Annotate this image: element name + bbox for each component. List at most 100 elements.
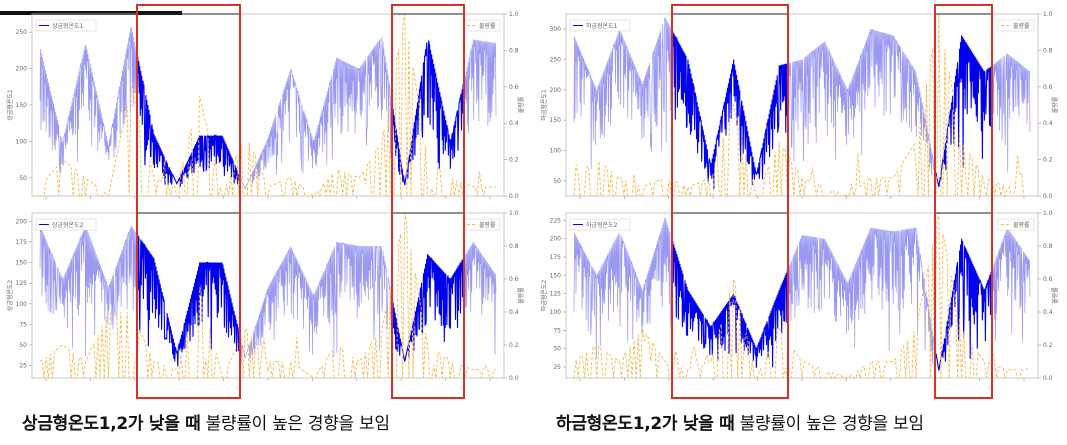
ytick-label-f0p0-4: 250 (16, 29, 28, 36)
ytick-right-label-f1p1-0: 0.0 (1043, 375, 1053, 382)
ytick-right-label-f1p1-3: 0.6 (1043, 276, 1053, 283)
ytick-label-f1p0-1: 100 (550, 148, 562, 155)
ytick-right-label-f0p0-4: 0.8 (509, 47, 519, 54)
temp-series-f0p1-seg1 (136, 234, 241, 367)
legend-right-label-f1p1: 불량률 (1013, 222, 1030, 229)
temp-series-f1p1-seg1 (671, 241, 789, 368)
caption-upper: 상금형온도1,2가 낮을 때 불량률이 높은 경향을 보임 (22, 409, 390, 434)
ytick-right-label-f0p1-5: 1.0 (509, 210, 519, 217)
ytick-label-f0p1-3: 100 (16, 301, 28, 308)
legend-left-label-f1p0: 하금형온도1 (586, 22, 618, 30)
ytick-right-label-f0p0-1: 0.2 (509, 157, 519, 164)
rate-series-f1p1 (573, 212, 1031, 380)
legend-left-label-f0p1: 상금형온도2 (52, 221, 84, 229)
ytick-label-f0p1-7: 200 (16, 218, 28, 225)
ytick-label-f1p1-5: 150 (550, 272, 562, 279)
highlight-box-lower-a (671, 4, 789, 399)
temp-series-f0p1-seg2 (239, 241, 393, 364)
ytick-label-f0p1-4: 125 (16, 280, 28, 287)
temp-series-f0p1-seg0 (39, 226, 138, 357)
caption-lower-bold: 하금형온도1,2가 낮을 때 (556, 414, 735, 434)
ytick-label-f1p0-3: 200 (550, 87, 562, 94)
highlight-box-upper-b (391, 4, 465, 399)
ytick-label-f0p0-1: 100 (16, 138, 28, 145)
ytick-right-label-f1p0-2: 0.4 (1043, 120, 1053, 127)
temp-series-f0p1-seg3 (391, 254, 465, 362)
ylabel-right-f1p0: 불량률 (1052, 96, 1059, 113)
ytick-label-f1p1-4: 125 (550, 291, 562, 298)
temp-series-f1p1-seg0 (573, 218, 673, 359)
ytick-right-label-f1p0-5: 1.0 (1043, 11, 1053, 18)
temp-series-f0p0-seg1 (136, 56, 241, 187)
ytick-right-label-f1p0-1: 0.2 (1043, 157, 1053, 164)
ytick-label-f1p1-3: 100 (550, 309, 562, 316)
ytick-right-label-f1p1-1: 0.2 (1043, 342, 1053, 349)
legend-left-box-f0p0 (35, 19, 97, 32)
temp-series-f0p0-seg4 (463, 39, 497, 134)
ytick-label-f1p1-1: 50 (553, 346, 561, 353)
legend-right-label-f0p0: 불량률 (479, 23, 496, 30)
rate-series-f1p0 (573, 13, 1030, 198)
ytick-label-f0p0-0: 50 (19, 175, 27, 182)
ytick-label-f0p0-3: 200 (16, 66, 28, 73)
ytick-right-label-f1p1-4: 0.8 (1043, 243, 1053, 250)
caption-upper-bold: 상금형온도1,2가 낮을 때 (22, 414, 201, 434)
legend-left-box-f1p0 (569, 19, 631, 32)
ytick-right-label-f1p0-3: 0.6 (1043, 84, 1053, 91)
ytick-label-f1p0-4: 250 (550, 57, 562, 64)
ytick-right-label-f0p1-0: 0.0 (509, 375, 519, 382)
ylabel-left-f1p0: 하금형온도1 (540, 89, 548, 121)
ytick-right-label-f0p1-4: 0.8 (509, 243, 519, 250)
ytick-right-label-f1p0-0: 0.0 (1043, 193, 1053, 200)
legend-right-label-f1p0: 불량률 (1013, 23, 1030, 30)
ytick-right-label-f0p0-3: 0.6 (509, 84, 519, 91)
ytick-label-f1p1-0: 25 (553, 364, 561, 371)
ytick-label-f0p0-2: 150 (16, 102, 28, 109)
ytick-label-f0p1-1: 50 (19, 342, 27, 349)
temp-series-f0p0-seg0 (39, 27, 138, 174)
temp-series-f1p1-seg2 (787, 227, 936, 365)
temp-series-f1p0-seg2 (787, 28, 936, 187)
ytick-label-f1p0-0: 50 (553, 178, 561, 185)
ytick-right-label-f0p0-2: 0.4 (509, 120, 519, 127)
ylabel-right-f0p0: 불량률 (518, 96, 525, 113)
ylabel-left-f0p0: 상금형온도1 (6, 89, 14, 121)
ytick-label-f0p1-0: 25 (19, 363, 27, 370)
legend-left-box-f0p1 (35, 218, 97, 231)
caption-upper-rest: 불량률이 높은 경향을 보임 (200, 414, 390, 434)
temp-series-f0p0-seg2 (239, 35, 393, 190)
legend-right-label-f0p1: 불량률 (479, 222, 496, 229)
rate-series-f0p1 (39, 212, 496, 379)
ytick-right-label-f0p1-2: 0.4 (509, 309, 519, 316)
ylabel-left-f0p1: 상금형온도2 (6, 280, 14, 312)
temp-series-f0p1-seg4 (463, 241, 497, 355)
ytick-right-label-f1p1-5: 1.0 (1043, 210, 1053, 217)
ytick-right-label-f0p1-1: 0.2 (509, 342, 519, 349)
ytick-label-f1p1-2: 75 (553, 327, 561, 334)
ylabel-right-f1p1: 불량률 (1052, 287, 1059, 304)
ytick-right-label-f0p0-0: 0.0 (509, 193, 519, 200)
ylabel-left-f1p1: 하금형온도2 (540, 280, 548, 312)
ytick-label-f0p1-2: 75 (19, 321, 27, 328)
temp-series-f1p0-seg4 (992, 53, 1031, 173)
top-left-underline (0, 0, 182, 16)
ytick-label-f1p1-7: 200 (550, 236, 562, 243)
ytick-right-label-f1p1-2: 0.4 (1043, 309, 1053, 316)
temp-series-f1p1-seg3 (934, 238, 994, 371)
caption-lower: 하금형온도1,2가 낮을 때 불량률이 높은 경향을 보임 (556, 409, 924, 434)
highlight-box-upper-a (136, 4, 241, 399)
ytick-label-f0p1-5: 150 (16, 260, 28, 267)
temp-series-f0p0-seg3 (391, 40, 465, 186)
ytick-label-f1p0-2: 150 (550, 117, 562, 124)
caption-lower-rest: 불량률이 높은 경향을 보임 (734, 414, 924, 434)
highlight-box-lower-b (934, 4, 993, 399)
ytick-right-label-f0p1-3: 0.6 (509, 276, 519, 283)
legend-right-box-f1p0 (997, 19, 1035, 32)
legend-left-label-f1p1: 하금형온도2 (586, 221, 618, 229)
ylabel-right-f0p1: 불량률 (518, 287, 525, 304)
ytick-label-f0p1-6: 175 (16, 239, 28, 246)
ytick-label-f1p1-6: 175 (550, 254, 562, 261)
ytick-label-f1p1-8: 225 (550, 217, 562, 224)
temp-series-f1p0-seg3 (934, 35, 994, 188)
ytick-right-label-f0p0-5: 1.0 (509, 11, 519, 18)
